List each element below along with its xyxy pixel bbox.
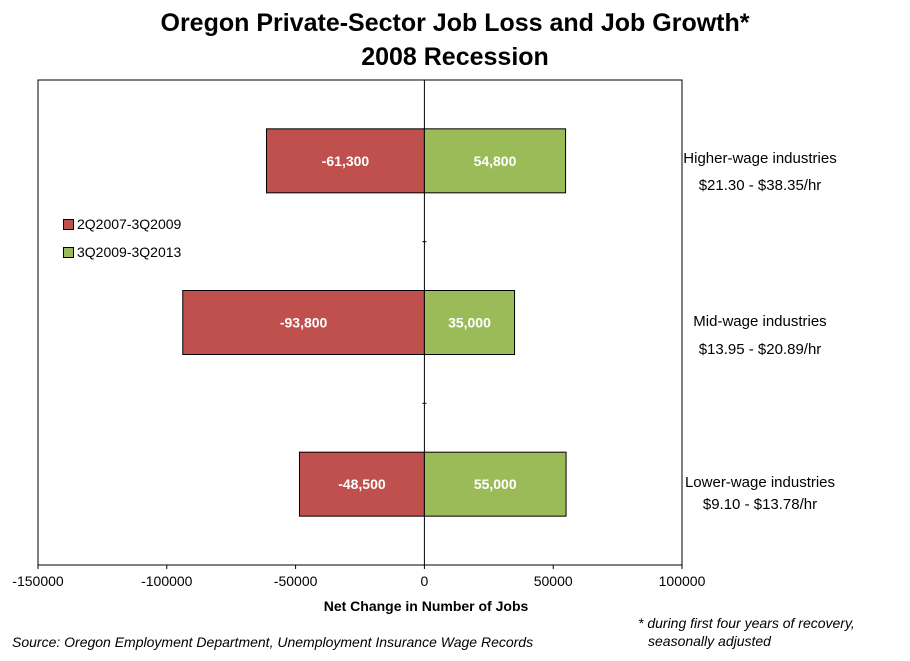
plot-area-frame <box>37 79 683 566</box>
source-note: Source: Oregon Employment Department, Un… <box>12 634 534 650</box>
category-range-higher-wage: $21.30 - $38.35/hr <box>698 177 822 194</box>
legend-label-loss: 2Q2007-3Q2009 <box>77 216 182 232</box>
category-label-mid-wage: Mid-wage industries <box>693 313 827 330</box>
x-tick-label: -50000 <box>274 573 318 589</box>
bar-value-label: -48,500 <box>338 476 386 492</box>
bar-value-label: 54,800 <box>474 153 517 169</box>
category-label-lower-wage: Lower-wage industries <box>684 474 836 491</box>
bar-growth <box>423 290 516 355</box>
x-tick-label: -150000 <box>12 573 64 589</box>
chart-subtitle: 2008 Recession <box>361 43 549 71</box>
x-tick-label: 50000 <box>534 573 573 589</box>
bar-value-label: 55,000 <box>474 476 517 492</box>
legend-label-growth: 3Q2009-3Q2013 <box>77 244 182 260</box>
category-label-higher-wage: Higher-wage industries <box>683 150 837 167</box>
footnote: * during first four years of recovery, s… <box>638 614 855 650</box>
bar-loss <box>298 451 425 517</box>
bar-value-label: 35,000 <box>448 315 491 331</box>
legend-swatch-growth <box>63 246 74 258</box>
legend-item-growth: 3Q2009-3Q2013 <box>63 244 181 260</box>
category-range-mid-wage: $13.95 - $20.89/hr <box>698 341 822 358</box>
bar-loss <box>265 128 425 194</box>
bar-loss <box>182 290 425 355</box>
x-axis-label: Net Change in Number of Jobs <box>323 598 529 614</box>
legend-swatch-loss <box>63 218 74 230</box>
bar-value-label: -93,800 <box>280 315 328 331</box>
footnote-line-2: seasonally adjusted <box>648 633 771 649</box>
bar-growth <box>423 128 567 194</box>
bar-value-label: -61,300 <box>322 153 370 169</box>
legend-item-loss: 2Q2007-3Q2009 <box>63 216 181 232</box>
category-range-lower-wage: $9.10 - $13.78/hr <box>702 496 818 513</box>
x-tick-label: 0 <box>421 573 429 589</box>
chart-title: Oregon Private-Sector Job Loss and Job G… <box>160 9 750 37</box>
bar-growth <box>423 451 567 517</box>
x-tick-label: 100000 <box>659 573 706 589</box>
footnote-line-1: * during first four years of recovery, <box>638 615 855 631</box>
x-tick-label: -100000 <box>141 573 193 589</box>
